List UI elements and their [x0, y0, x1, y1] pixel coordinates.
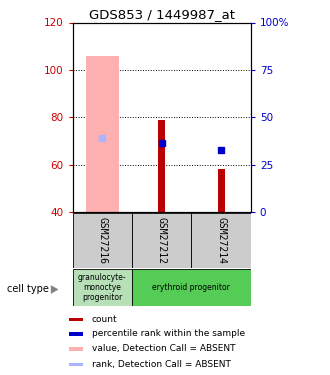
- Text: GSM27216: GSM27216: [97, 217, 107, 264]
- Bar: [69, 318, 83, 321]
- Bar: [73, 213, 132, 268]
- Bar: [69, 363, 83, 366]
- Polygon shape: [51, 286, 58, 293]
- Title: GDS853 / 1449987_at: GDS853 / 1449987_at: [89, 8, 235, 21]
- Bar: [158, 120, 165, 212]
- Text: GSM27212: GSM27212: [157, 217, 167, 264]
- Text: count: count: [92, 315, 117, 324]
- Text: cell type: cell type: [7, 285, 49, 294]
- Bar: [69, 347, 83, 351]
- Bar: [132, 213, 191, 268]
- Bar: [86, 56, 119, 212]
- Text: value, Detection Call = ABSENT: value, Detection Call = ABSENT: [92, 344, 235, 353]
- Bar: [217, 169, 225, 212]
- Bar: [132, 269, 251, 306]
- Bar: [69, 332, 83, 336]
- Text: rank, Detection Call = ABSENT: rank, Detection Call = ABSENT: [92, 360, 231, 369]
- Text: GSM27214: GSM27214: [216, 217, 226, 264]
- Bar: [191, 213, 251, 268]
- Text: erythroid progenitor: erythroid progenitor: [152, 283, 230, 292]
- Bar: [73, 269, 132, 306]
- Text: granulocyte-
monoctye
progenitor: granulocyte- monoctye progenitor: [78, 273, 127, 302]
- Text: percentile rank within the sample: percentile rank within the sample: [92, 329, 245, 338]
